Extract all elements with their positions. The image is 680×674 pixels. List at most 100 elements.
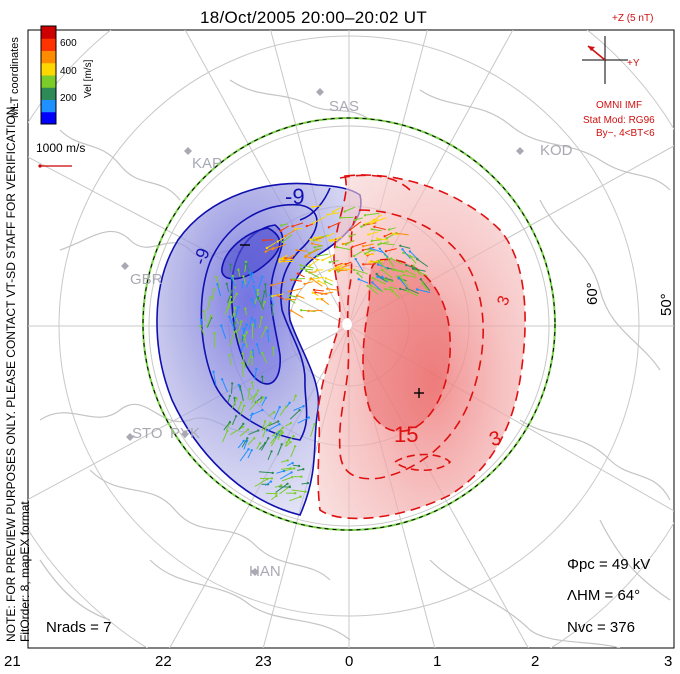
velocity-vector-origin: [278, 405, 281, 409]
velocity-vector: [222, 430, 228, 443]
velocity-vector-origin: [366, 248, 369, 251]
velocity-vector: [329, 260, 339, 263]
mlt-label-1: 1: [433, 653, 442, 670]
station-han: HAN: [249, 563, 281, 580]
velocity-vector-origin: [225, 282, 228, 285]
velocity-vector-origin: [229, 295, 233, 299]
velocity-vector-origin: [278, 260, 281, 263]
velocity-vector-origin: [308, 264, 311, 267]
velocity-vector-origin: [344, 243, 348, 246]
velocity-vector: [239, 386, 244, 402]
velocity-vector: [280, 467, 291, 470]
velocity-vector-origin: [264, 283, 267, 286]
velocity-vector-origin: [408, 254, 411, 258]
velocity-vector: [374, 226, 386, 231]
imf-condition: By−, 4<BT<6: [596, 128, 655, 139]
velocity-vector-origin: [303, 282, 306, 286]
velocity-vector-origin: [288, 485, 291, 489]
velocity-vector-origin: [237, 268, 240, 271]
velocity-vector-origin: [401, 248, 404, 251]
velocity-vector-origin: [262, 239, 265, 242]
velocity-vector: [206, 317, 212, 328]
velocity-vector-origin: [405, 289, 408, 293]
velocity-vector-origin: [305, 269, 308, 273]
velocity-vector-origin: [288, 294, 292, 297]
station-kap: KAP: [192, 155, 223, 172]
mlt-label-22: 22: [155, 653, 172, 670]
colorbar-segment: [41, 111, 56, 125]
velocity-vector-origin: [335, 268, 338, 272]
velocity-vector-origin: [216, 283, 219, 286]
velocity-vector-origin: [320, 292, 323, 296]
velocity-vector-origin: [229, 301, 233, 304]
velocity-vector-origin: [307, 309, 310, 313]
velocity-vector-origin: [226, 429, 229, 432]
velocity-vector: [264, 284, 267, 298]
velocity-vector-origin: [313, 236, 316, 240]
velocity-vector: [235, 330, 241, 344]
velocity-vector: [367, 285, 379, 295]
velocity-vector-origin: [282, 469, 286, 473]
velocity-vector: [242, 353, 246, 369]
velocity-vector-origin: [385, 237, 388, 240]
velocity-vector-origin: [251, 323, 254, 326]
colorbar-segment: [41, 26, 56, 39]
velocity-vector: [267, 330, 270, 343]
velocity-vector-origin: [405, 287, 408, 290]
velocity-vector-origin: [370, 239, 374, 243]
velocity-vector-origin: [373, 225, 376, 228]
velocity-vector-origin: [279, 229, 282, 232]
velocity-vector: [289, 287, 303, 293]
imf-clock: [582, 36, 628, 84]
velocity-vector: [409, 255, 417, 264]
velocity-vector: [267, 451, 272, 460]
velocity-vector: [231, 293, 238, 304]
velocity-vector-origin: [326, 234, 329, 238]
velocity-vector-origin: [363, 214, 367, 217]
velocity-vector: [400, 245, 411, 249]
velocity-vector-origin: [294, 394, 297, 397]
latitude-50: 50°: [658, 293, 675, 316]
velocity-vector: [271, 305, 274, 317]
velocity-vector: [415, 269, 428, 277]
velocity-vector-origin: [289, 422, 292, 425]
velocity-vector: [257, 276, 263, 290]
imf-source: OMNI IMF: [596, 100, 643, 111]
velocity-vector-origin: [306, 481, 310, 485]
velocity-vector-origin: [199, 324, 202, 328]
velocity-vector-origin: [297, 464, 301, 468]
velocity-vector: [279, 471, 292, 480]
velocity-vector-origin: [280, 484, 283, 487]
velocity-vector: [376, 273, 387, 282]
velocity-vector: [238, 321, 242, 331]
velocity-vector-origin: [263, 420, 267, 423]
velocity-vector: [393, 269, 405, 273]
velocity-vector: [268, 421, 279, 427]
velocity-vector-origin: [280, 224, 283, 227]
velocity-vector-origin: [362, 245, 365, 248]
velocity-vector: [406, 290, 419, 297]
velocity-vector-origin: [247, 448, 250, 451]
velocity-vector: [305, 248, 319, 257]
velocity-vector-origin: [364, 252, 367, 255]
velocity-vector-origin: [234, 415, 238, 418]
velocity-vector: [365, 212, 380, 216]
velocity-vector-origin: [315, 238, 319, 241]
velocity-vector: [243, 332, 248, 341]
velocity-vector-origin: [269, 421, 272, 425]
velocity-vector: [335, 262, 343, 267]
velocity-vector-origin: [384, 250, 388, 253]
velocity-vector: [384, 232, 393, 237]
mlt-label-0: 0: [345, 653, 354, 670]
imf-z-label: +Z (5 nT): [612, 13, 654, 24]
velocity-vector-origin: [250, 381, 254, 384]
velocity-vector: [261, 421, 266, 432]
velocity-vector-origin: [315, 269, 318, 272]
velocity-vector-origin: [253, 437, 256, 440]
velocity-vector: [289, 496, 301, 502]
velocity-vector: [221, 379, 228, 393]
velocity-vector-origin: [348, 235, 351, 238]
velocity-vector-origin: [362, 263, 365, 266]
velocity-vector-origin: [328, 269, 331, 273]
velocity-vector-origin: [270, 450, 273, 453]
